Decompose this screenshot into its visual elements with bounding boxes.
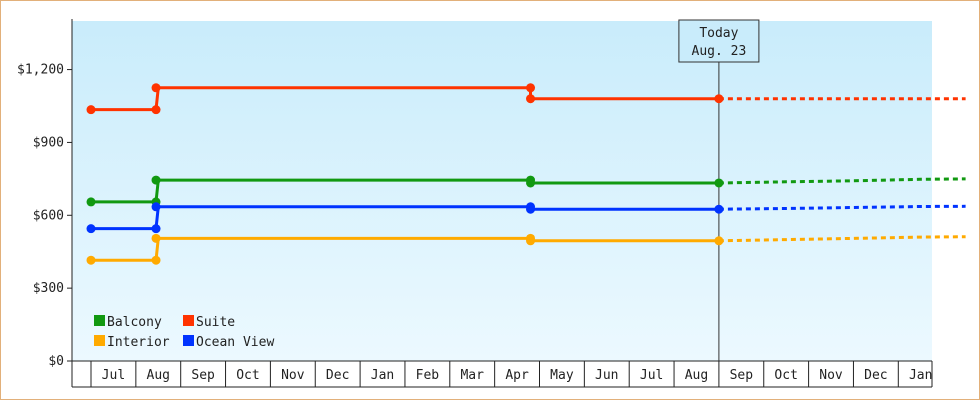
data-point bbox=[714, 178, 724, 188]
x-tick-label: Mar bbox=[460, 368, 484, 383]
series-line bbox=[91, 178, 719, 204]
legend-label: Suite bbox=[196, 315, 235, 330]
x-tick-label: Sep bbox=[730, 368, 754, 383]
x-tick-label: May bbox=[550, 368, 574, 383]
data-point bbox=[714, 94, 724, 104]
data-point bbox=[151, 224, 161, 234]
y-tick-label: $900 bbox=[33, 135, 64, 150]
legend-label: Ocean View bbox=[196, 335, 274, 350]
data-point bbox=[151, 202, 161, 212]
series-forecast-line bbox=[718, 235, 966, 243]
today-box bbox=[678, 19, 760, 63]
legend-swatch bbox=[183, 315, 194, 326]
x-tick-label: Jun bbox=[595, 368, 618, 383]
legend-swatch bbox=[183, 335, 194, 346]
data-point bbox=[151, 83, 161, 93]
plot-area bbox=[72, 21, 932, 361]
series-forecast-line bbox=[718, 177, 966, 185]
data-point bbox=[151, 105, 161, 115]
x-tick-label: Aug bbox=[685, 368, 708, 383]
x-tick-label: Oct bbox=[236, 368, 259, 383]
y-tick-label: $300 bbox=[33, 281, 64, 296]
y-tick-label: $1,200 bbox=[17, 63, 64, 78]
x-tick-label: Oct bbox=[774, 368, 797, 383]
legend-label: Interior bbox=[107, 335, 170, 350]
legend: Balcony Suite Interior Ocean View bbox=[94, 315, 274, 350]
x-tick-label: Aug bbox=[147, 368, 170, 383]
x-tick-label: Nov bbox=[819, 368, 843, 383]
series-line bbox=[91, 86, 719, 112]
data-point bbox=[526, 178, 536, 188]
today-label: Today bbox=[699, 26, 738, 41]
data-point bbox=[86, 224, 96, 234]
legend-swatch bbox=[94, 315, 105, 326]
data-point bbox=[526, 204, 536, 214]
x-tick-label: Feb bbox=[416, 368, 440, 383]
series-line bbox=[91, 236, 719, 262]
legend-swatch bbox=[94, 335, 105, 346]
series-lines bbox=[86, 83, 966, 265]
x-tick-label: Sep bbox=[191, 368, 215, 383]
data-point bbox=[86, 255, 96, 265]
x-tick-label: Jul bbox=[640, 368, 663, 383]
legend-label: Balcony bbox=[107, 315, 162, 330]
x-tick-label: Jan bbox=[371, 368, 394, 383]
x-tick-label: Jul bbox=[102, 368, 125, 383]
today-date: Aug. 23 bbox=[692, 44, 747, 59]
data-point bbox=[86, 105, 96, 115]
data-point bbox=[714, 236, 724, 246]
data-point bbox=[86, 197, 96, 207]
data-point bbox=[151, 233, 161, 243]
y-tick-label: $0 bbox=[48, 354, 64, 369]
x-tick-label: Dec bbox=[326, 368, 349, 383]
x-tick-label: Apr bbox=[505, 368, 529, 383]
x-tick-label: Jan bbox=[909, 368, 932, 383]
data-point bbox=[151, 175, 161, 185]
series-forecast-line bbox=[718, 204, 966, 211]
data-point bbox=[151, 255, 161, 265]
y-tick-label: $600 bbox=[33, 208, 64, 223]
x-tick-label: Nov bbox=[281, 368, 305, 383]
data-point bbox=[714, 204, 724, 214]
series-line bbox=[91, 205, 719, 231]
axes: $0 $300 $600 $900 $1,200 Jul Aug Sep Oct Nov Dec Ja… bbox=[17, 19, 933, 388]
data-point bbox=[526, 83, 536, 93]
today-marker: Today Aug. 23 bbox=[678, 19, 760, 361]
data-point bbox=[526, 94, 536, 104]
x-tick-label: Dec bbox=[864, 368, 887, 383]
data-point bbox=[526, 236, 536, 246]
